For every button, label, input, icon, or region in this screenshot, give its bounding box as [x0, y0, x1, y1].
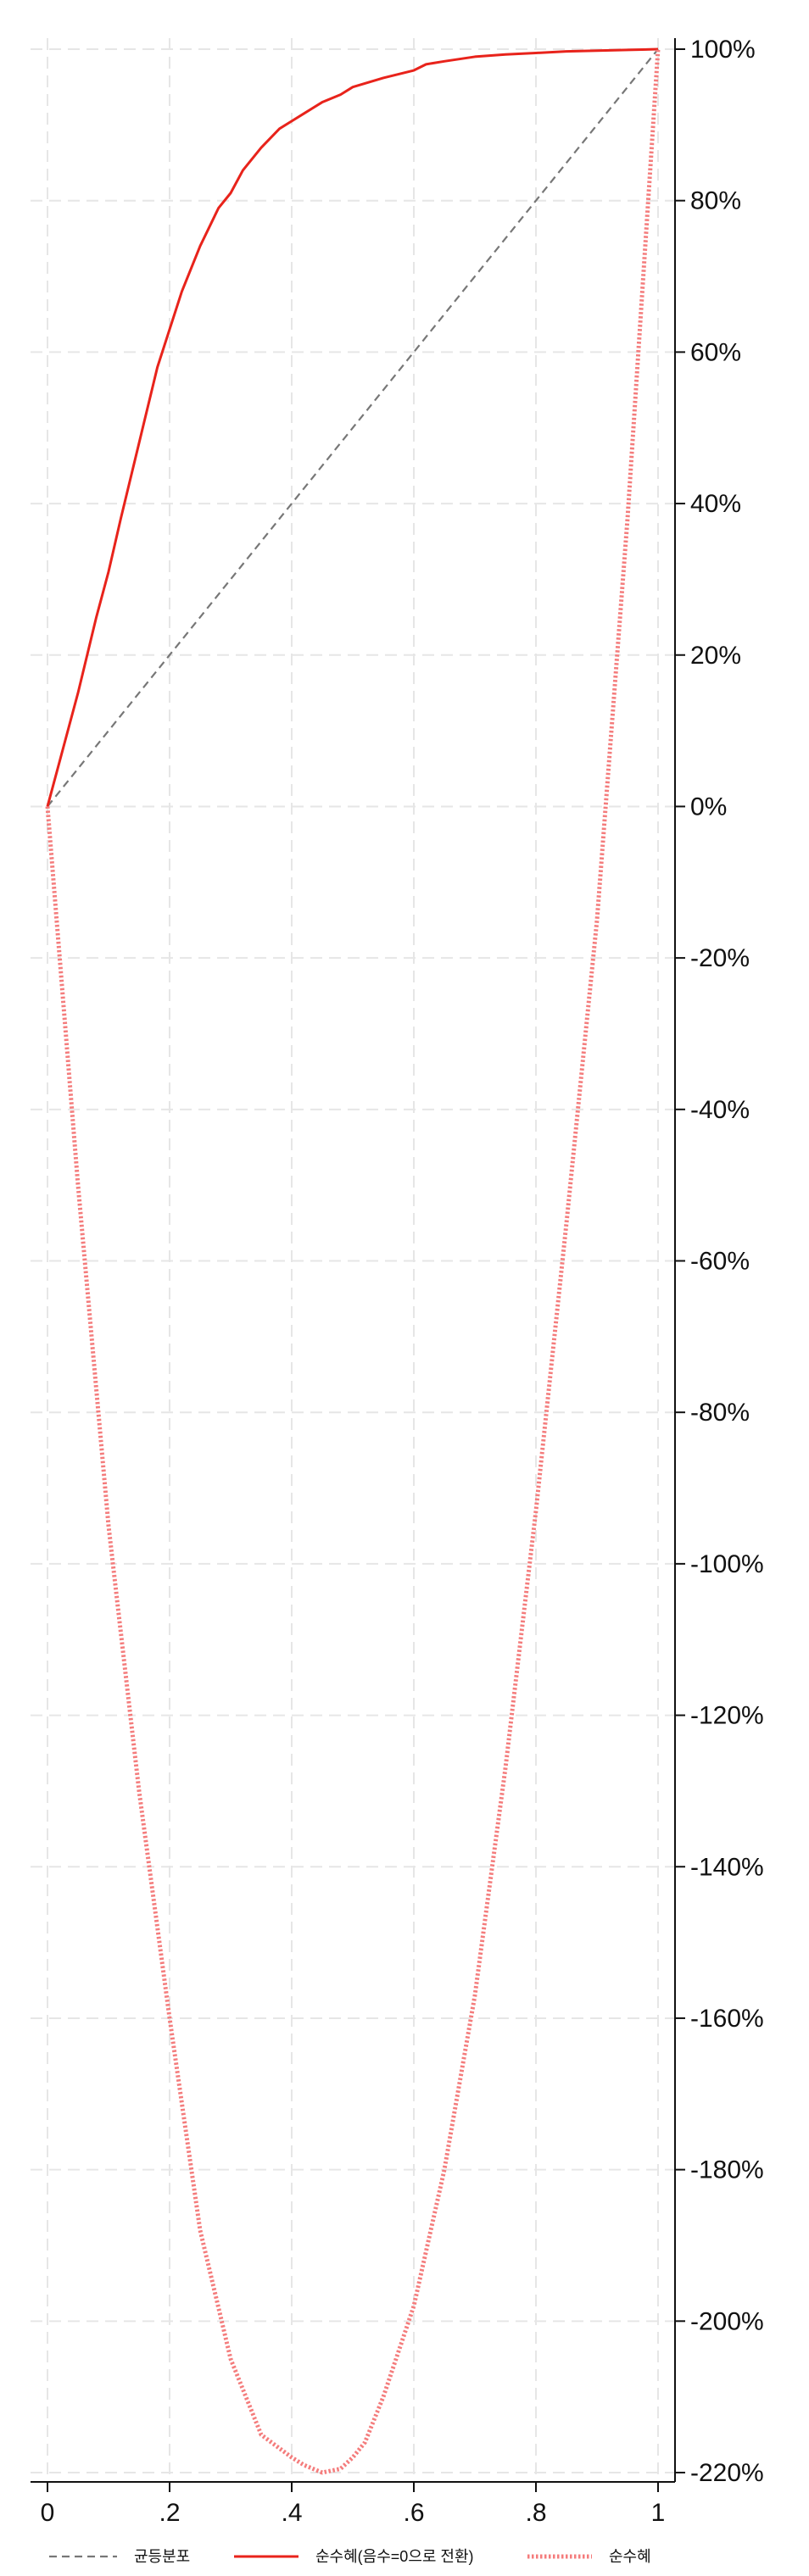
- y-tick-label: 80%: [690, 187, 741, 215]
- x-tick-label: 1: [651, 2499, 666, 2527]
- y-tick-label: 100%: [690, 36, 756, 64]
- y-tick-label: -140%: [690, 1853, 764, 1881]
- axes: 100% 80% 60% 40% 20% 0% -20% -40% -60% -80% -100% -…: [31, 36, 764, 2527]
- legend: 균등분포 순수혜(음수=0으로 전환) 순수혜: [49, 2548, 651, 2565]
- legend-label-1: 순수혜(음수=0으로 전환): [315, 2548, 474, 2565]
- y-tick-label: 40%: [690, 490, 741, 518]
- series-line-1: [46, 47, 659, 807]
- y-tick-label: -220%: [690, 2459, 764, 2487]
- series-line-2: [45, 48, 661, 2475]
- x-tick-label: .4: [281, 2499, 302, 2527]
- y-tick-label: -120%: [690, 1702, 764, 1730]
- y-tick-label: -100%: [690, 1550, 764, 1578]
- legend-label-2: 순수혜: [609, 2548, 651, 2565]
- x-tick-label: .8: [525, 2499, 546, 2527]
- grid-lines: [31, 38, 675, 2482]
- y-tick-label: -60%: [690, 1248, 750, 1276]
- x-tick-label: .6: [403, 2499, 424, 2527]
- legend-label-0: 균등분포: [134, 2548, 190, 2565]
- y-tick-label: 20%: [690, 642, 741, 670]
- y-tick-label: -160%: [690, 2005, 764, 2033]
- y-tick-label: -20%: [690, 944, 750, 972]
- y-tick-label: -200%: [690, 2307, 764, 2335]
- x-tick-label: .2: [159, 2499, 180, 2527]
- series-line-0: [47, 48, 659, 808]
- y-tick-label: -40%: [690, 1096, 750, 1124]
- y-tick-label: -180%: [690, 2156, 764, 2184]
- y-tick-label: 60%: [690, 338, 741, 366]
- y-tick-label: 0%: [690, 793, 727, 821]
- y-tick-label: -80%: [690, 1399, 750, 1427]
- x-tick-label: 0: [41, 2499, 55, 2527]
- series-lines: [45, 47, 661, 2475]
